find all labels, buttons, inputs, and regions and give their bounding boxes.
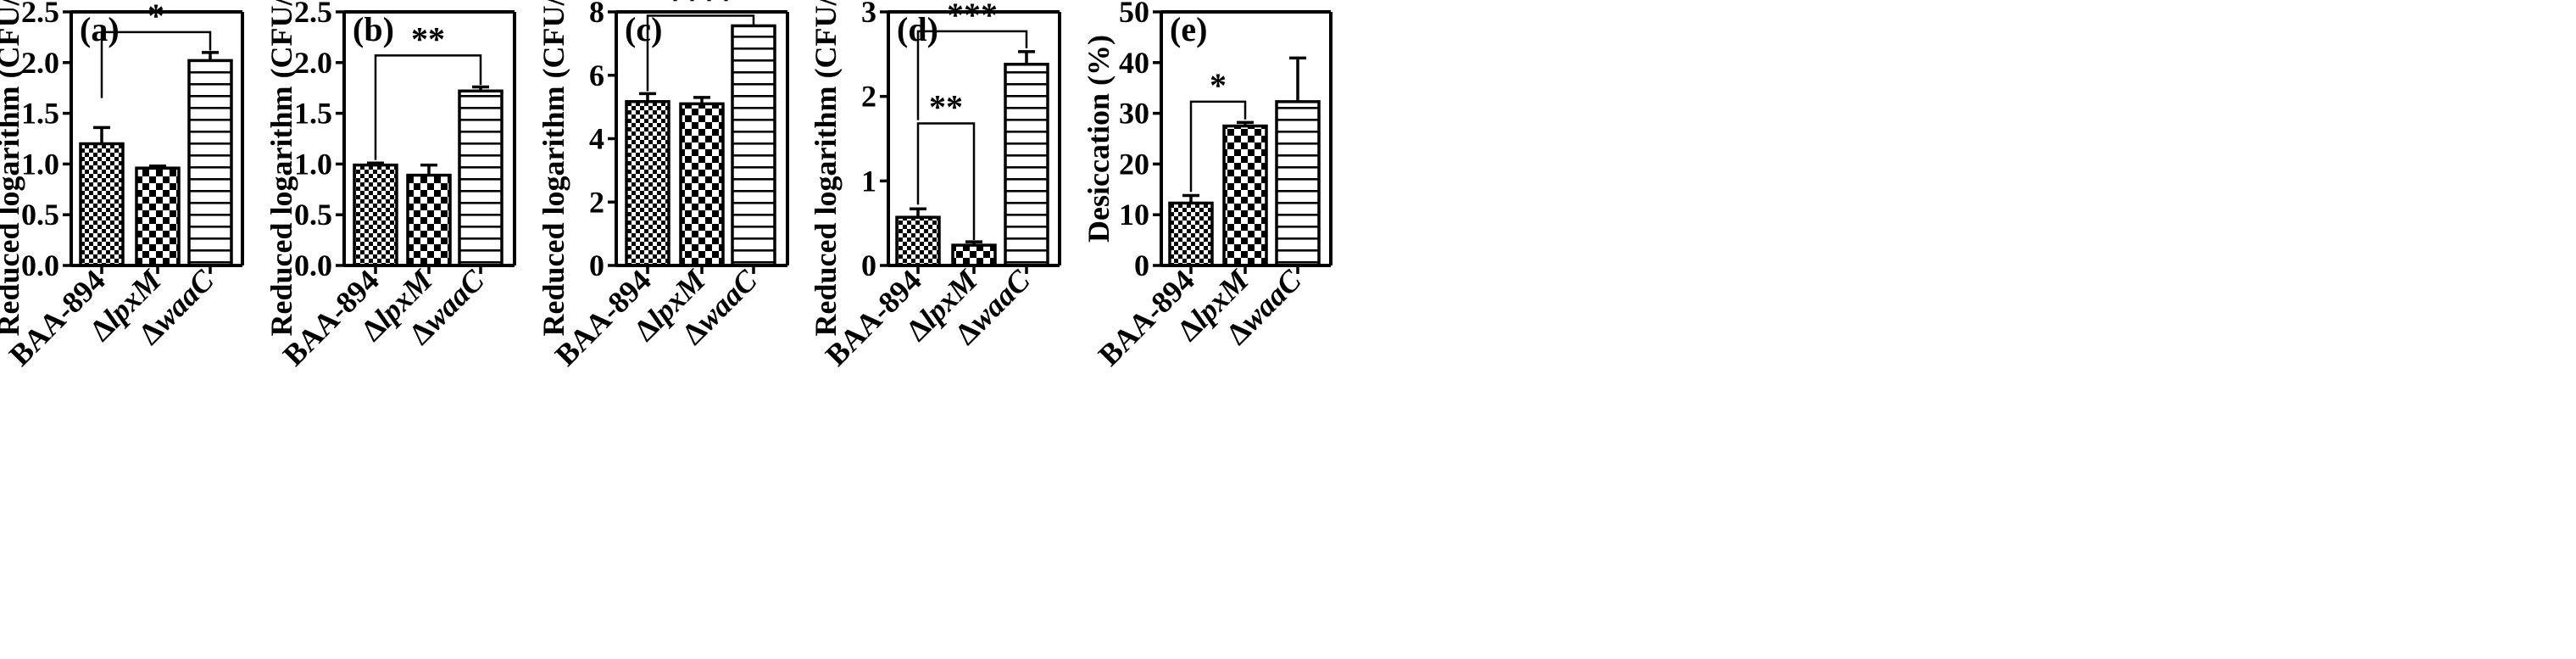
significance-bracket xyxy=(916,122,976,241)
y-tick-label: 1.0 xyxy=(294,147,332,181)
y-tick-label: 2 xyxy=(589,185,604,219)
y-tick-label: 2 xyxy=(861,80,876,114)
significance-label: * xyxy=(1210,66,1227,104)
significance-bracket xyxy=(916,30,1028,120)
y-tick-label: 40 xyxy=(1119,46,1149,80)
y-tick-label: 1.5 xyxy=(21,97,59,131)
bar-0 xyxy=(1168,201,1214,267)
y-tick-label: 0.0 xyxy=(294,249,332,282)
panel-e: 01020304050BAA-894ΔlpxMΔwaaCDesiccation … xyxy=(1082,0,1333,372)
panel-b: 0.00.51.01.52.02.5BAA-894ΔlpxMΔwaaCReduc… xyxy=(264,0,516,372)
y-tick-label: 2.0 xyxy=(21,46,59,80)
significance-label: **** xyxy=(667,0,735,18)
y-tick-label: 8 xyxy=(589,0,604,29)
bar-1 xyxy=(1222,124,1268,267)
y-tick-label: 1.0 xyxy=(21,147,59,181)
bar-2 xyxy=(1275,100,1321,267)
y-axis-label: Reduced logarithm (CFU/mL) xyxy=(809,0,843,336)
y-tick-label: 0 xyxy=(1134,249,1149,282)
y-axis-label: Reduced logarithm (CFU/mL) xyxy=(537,0,570,336)
panel-label: (a) xyxy=(80,10,120,48)
bar-2 xyxy=(458,89,504,267)
y-tick-label: 6 xyxy=(589,59,604,92)
significance-bracket xyxy=(646,14,755,92)
significance-bracket xyxy=(1189,100,1247,193)
bar-1 xyxy=(406,173,452,267)
significance-label: ** xyxy=(411,20,445,58)
significance-bracket xyxy=(374,54,482,160)
y-tick-label: 0.0 xyxy=(21,249,59,282)
bar-2 xyxy=(1004,63,1049,267)
y-tick-label: 2.0 xyxy=(294,46,332,80)
significance-label: * xyxy=(147,0,164,35)
y-axis-label: Reduced logarithm (CFU/mL) xyxy=(264,0,298,336)
y-tick-label: 2.5 xyxy=(294,0,332,29)
bar-1 xyxy=(951,243,997,267)
y-tick-label: 30 xyxy=(1119,97,1149,131)
significance-label: *** xyxy=(947,0,998,34)
y-axis-label: Desiccation (%) xyxy=(1082,35,1116,243)
bar-2 xyxy=(187,59,233,267)
y-tick-label: 50 xyxy=(1119,0,1149,29)
y-tick-label: 3 xyxy=(861,0,876,29)
panel-label: (b) xyxy=(353,10,394,48)
y-tick-label: 1.5 xyxy=(294,97,332,131)
significance-bracket xyxy=(100,31,212,98)
y-tick-label: 4 xyxy=(589,122,604,156)
y-tick-label: 0 xyxy=(861,249,876,282)
y-tick-label: 0.5 xyxy=(294,198,332,232)
bar-2 xyxy=(731,24,776,267)
bar-1 xyxy=(679,102,725,267)
significance-label: ** xyxy=(929,88,963,126)
y-tick-label: 2.5 xyxy=(21,0,59,29)
bar-1 xyxy=(135,166,181,267)
bar-0 xyxy=(895,215,941,267)
y-tick-label: 0 xyxy=(589,249,604,282)
bar-0 xyxy=(79,142,125,267)
y-axis-label: Reduced logarithm (CFU/mL) xyxy=(0,0,25,336)
y-tick-label: 20 xyxy=(1119,147,1149,181)
y-tick-label: 10 xyxy=(1119,198,1149,232)
panel-a: 0.00.51.01.52.02.5BAA-894ΔlpxMΔwaaCReduc… xyxy=(0,0,244,372)
panel-label: (e) xyxy=(1170,10,1207,48)
bar-0 xyxy=(353,163,398,267)
y-tick-label: 0.5 xyxy=(21,198,59,232)
bar-0 xyxy=(625,100,670,267)
y-tick-label: 1 xyxy=(861,164,876,198)
